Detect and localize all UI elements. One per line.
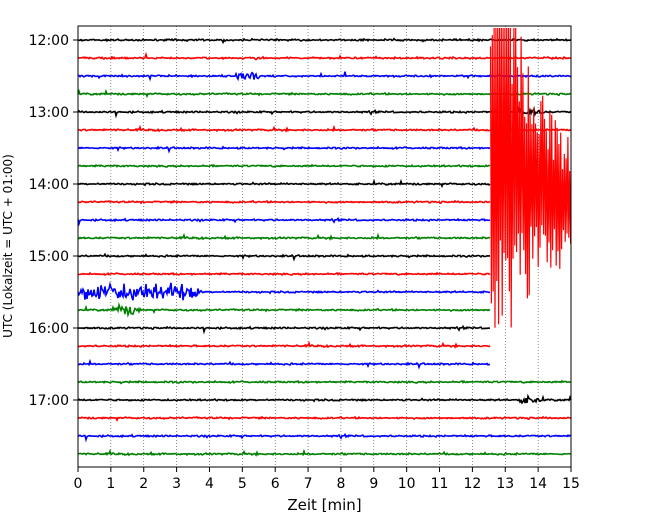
x-tick-label: 4 [205,476,214,492]
trace-line [77,163,491,168]
x-tick-label: 8 [336,476,345,492]
x-tick-label: 11 [431,476,449,492]
trace-line [77,37,572,45]
x-tick-label: 14 [529,476,547,492]
trace-line [77,88,572,99]
trace-line [77,71,572,82]
x-tick-label: 1 [106,476,115,492]
x-tick-label: 5 [238,476,247,492]
y-axis-label: UTC (Lokalzeit = UTC + 01:00) [1,154,15,338]
trace-line [77,145,491,154]
seismogram-traces [77,37,572,457]
earthquake-trace [489,27,572,328]
x-axis: 0 1 2 3 4 5 6 7 8 9 10 11 12 13 14 15 [74,467,580,492]
x-tick-label: 2 [139,476,148,492]
trace-line [77,393,572,405]
trace-line [77,281,491,301]
trace-line [77,379,572,385]
y-tick-label: 17:00 [29,393,69,409]
y-tick-label: 14:00 [29,177,69,193]
x-tick-label: 12 [463,476,481,492]
trace-line [77,105,572,119]
x-tick-label: 3 [172,476,181,492]
x-tick-label: 0 [74,476,83,492]
x-tick-label: 7 [304,476,313,492]
trace-line [77,324,491,335]
trace-line [77,216,490,227]
x-axis-label: Zeit [min] [287,496,361,514]
y-tick-label: 13:00 [29,105,69,121]
y-tick-label: 12:00 [29,33,69,49]
plot-frame [77,25,572,468]
trace-line [77,199,491,205]
x-tick-label: 10 [398,476,416,492]
earthquake-signal [489,27,572,328]
x-tick-label: 15 [562,476,580,492]
x-tick-label: 13 [496,476,514,492]
trace-line [77,51,572,61]
x-tick-label: 9 [369,476,378,492]
trace-line [77,232,491,241]
y-tick-label: 15:00 [29,249,69,265]
y-tick-label: 16:00 [29,321,69,337]
y-axis: 12:00 13:00 14:00 15:00 16:00 17:00 [29,33,78,409]
x-tick-label: 6 [271,476,280,492]
trace-line [77,124,572,133]
trace-line [77,340,491,349]
trace-line [77,432,572,443]
trace-line [77,415,572,423]
trace-line [77,448,572,457]
trace-line [77,178,491,189]
trace-line [77,252,491,262]
trace-line [77,358,491,370]
trace-line [77,301,491,318]
trace-line [77,271,491,277]
